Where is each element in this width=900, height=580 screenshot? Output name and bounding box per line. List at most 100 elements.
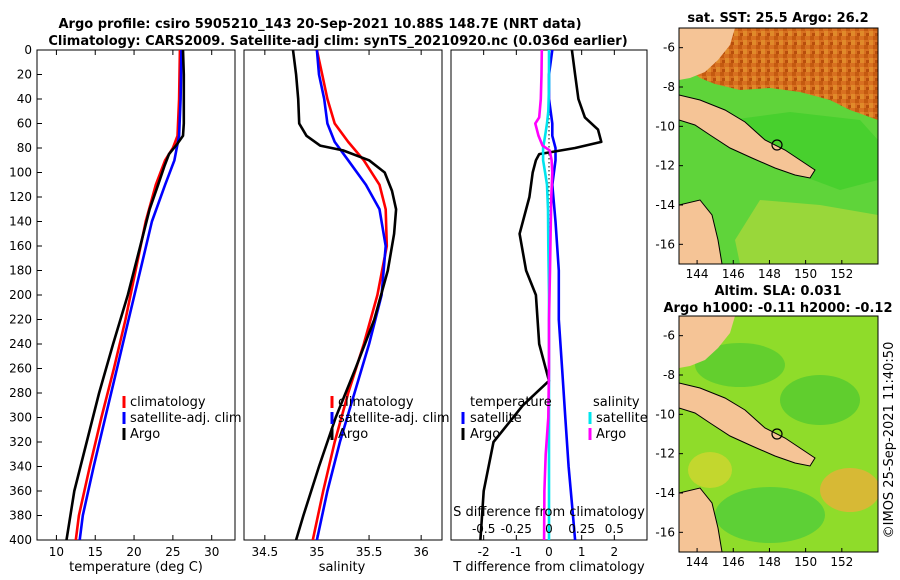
temperature-diff-legend: temperature satellite Argo	[461, 395, 552, 442]
salinity-axes-frame	[243, 49, 443, 541]
y-tick-label: 60	[17, 117, 32, 131]
legend-s-argo: Argo	[596, 427, 626, 442]
temperature-lines	[65, 50, 186, 540]
satellite-adj-clim-line	[78, 50, 183, 540]
temperature-axes-frame	[36, 49, 236, 541]
temperature-argo-line	[479, 50, 603, 540]
x-tick-label: 15	[88, 545, 103, 559]
salinity-axis-label: salinity	[319, 560, 366, 575]
map-y-tick-label: -8	[663, 80, 675, 94]
x-tick-label: 0	[545, 545, 553, 559]
sla-map-title-line1: Altim. SLA: 0.031	[715, 284, 842, 299]
legend-satellite: satellite-adj. clim	[338, 411, 450, 426]
x-tick-label: 25	[165, 545, 180, 559]
legend-climatology: climatology	[338, 395, 414, 410]
x-tick-label: 10	[49, 545, 64, 559]
map-y-tick-label: -16	[655, 237, 675, 251]
land-papua-new-guinea	[679, 382, 816, 467]
y-tick-label: 140	[9, 215, 32, 229]
map-y-tick-label: -8	[663, 368, 675, 382]
sla-map-ticks: 144 146 148 150 152 -6 -8 -10 -12 -14 -16	[655, 329, 853, 569]
depth-axis-ticks: 0 20 40 60 80 100 120 140 160 180 200 220 240 260 280 3…	[9, 43, 42, 547]
sst-warm-region	[679, 28, 878, 120]
difference-lines	[479, 50, 603, 540]
s-tick-label: -0.5	[472, 522, 495, 536]
y-tick-label: 20	[17, 68, 32, 82]
map-x-tick-label: 146	[722, 267, 745, 281]
land-new-britain	[679, 316, 735, 368]
map-y-tick-label: -6	[663, 329, 675, 343]
y-tick-label: 160	[9, 239, 32, 253]
x-tick-label: 34.5	[251, 545, 278, 559]
map-x-tick-label: 144	[686, 555, 709, 569]
x-tick-label: 2	[611, 545, 619, 559]
temperature-axis-label: temperature (deg C)	[69, 560, 203, 575]
sst-map-title: sat. SST: 25.5 Argo: 26.2	[687, 11, 868, 26]
y-tick-label: 280	[9, 386, 32, 400]
s-difference-axis-label: S difference from climatology	[453, 505, 645, 520]
y-tick-label: 100	[9, 166, 32, 180]
x-tick-label: 36	[414, 545, 429, 559]
map-x-tick-label: 146	[722, 555, 745, 569]
y-tick-label: 180	[9, 264, 32, 278]
sst-yellow-region	[735, 200, 878, 264]
legend-temperature-title: temperature	[470, 395, 552, 410]
y-tick-label: 380	[9, 509, 32, 523]
map-x-tick-label: 152	[830, 267, 853, 281]
argo-location-marker	[771, 139, 783, 151]
s-tick-label: 0	[545, 522, 553, 536]
map-y-tick-label: -10	[655, 119, 675, 133]
legend-t-argo: Argo	[470, 427, 500, 442]
figure-title-line2: Climatology: CARS2009. Satellite-adj cli…	[48, 34, 627, 49]
s-difference-axis-ticks: -0.5 -0.25 0 0.25 0.5	[472, 522, 624, 536]
argo-location-marker	[771, 428, 783, 440]
s-tick-label: 0.25	[568, 522, 595, 536]
sla-map-frame	[678, 315, 879, 553]
x-tick-label: 30	[204, 545, 219, 559]
x-tick-label: 35.5	[356, 545, 383, 559]
y-tick-label: 260	[9, 362, 32, 376]
legend-satellite: satellite-adj. clim	[130, 411, 242, 426]
legend-salinity-title: salinity	[593, 395, 640, 410]
imos-credit: ©IMOS 25-Sep-2021 11:40:50	[882, 342, 897, 539]
map-y-tick-label: -14	[655, 486, 675, 500]
salinity-legend: climatology satellite-adj. clim Argo	[330, 395, 450, 442]
map-x-tick-label: 148	[758, 555, 781, 569]
y-tick-label: 80	[17, 141, 32, 155]
salinity-argo-line	[533, 50, 554, 540]
x-tick-label: -2	[478, 545, 490, 559]
land-new-britain	[679, 28, 735, 80]
temperature-axis-ticks: 10 15 20 25 30	[49, 50, 219, 559]
sla-low-region	[695, 343, 785, 387]
salinity-diff-legend: salinity satellite Argo	[588, 395, 648, 442]
salinity-lines	[291, 50, 398, 540]
temperature-satellite-line	[547, 50, 577, 540]
map-y-tick-label: -6	[663, 41, 675, 55]
temperature-legend: climatology satellite-adj. clim Argo	[122, 395, 242, 442]
legend-s-satellite: satellite	[596, 411, 648, 426]
y-tick-label: 320	[9, 435, 32, 449]
map-x-tick-label: 152	[830, 555, 853, 569]
s-tick-label: -0.25	[501, 522, 532, 536]
y-tick-label: 0	[24, 43, 32, 57]
climatology-line	[311, 50, 389, 540]
sla-map-title-line2: Argo h1000: -0.11 h2000: -0.12	[663, 301, 892, 316]
difference-panel: -2 -1 0 1 2 S difference from climatology -0…	[450, 49, 648, 575]
sla-low-region	[715, 487, 825, 543]
land-australia	[679, 199, 723, 264]
y-tick-label: 360	[9, 484, 32, 498]
legend-argo: Argo	[338, 427, 368, 442]
y-tick-label: 40	[17, 92, 32, 106]
salinity-axis-ticks: 34.5 35 35.5 36	[251, 50, 429, 559]
sst-green-region	[730, 112, 878, 190]
temperature-panel: 0 20 40 60 80 100 120 140 160 180 200 220 240 260 280 3…	[9, 43, 242, 575]
argo-line	[65, 50, 186, 540]
map-x-tick-label: 148	[758, 267, 781, 281]
sst-map-ticks: 144 146 148 150 152 -6 -8 -10 -12 -14 -16	[655, 41, 853, 281]
salinity-panel: 34.5 35 35.5 36 salinity climatology satell…	[243, 49, 450, 575]
x-tick-label: -1	[510, 545, 522, 559]
map-y-tick-label: -16	[655, 525, 675, 539]
sla-high-region	[820, 468, 878, 512]
map-y-tick-label: -12	[655, 447, 675, 461]
